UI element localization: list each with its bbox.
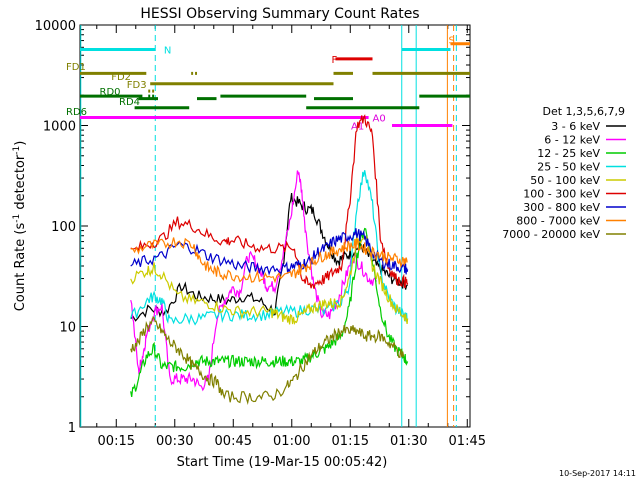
flag-label-rd6: RD6 [66,107,87,118]
y-axis-label-sup2: -1 [12,146,22,155]
legend-label: 800 - 7000 keV [516,215,600,228]
y-tick-label: 1000 [43,120,76,135]
flag-label-a0: A0 [373,114,386,125]
y-tick-label: 10 [59,321,76,336]
legend-label: 7000 - 20000 keV [502,228,600,241]
y-tick-label: 100 [51,220,76,235]
legend-label: 12 - 25 keV [537,147,600,160]
legend-label: 300 - 800 keV [523,201,600,214]
flag-label-s: S [449,35,455,46]
plot-area: 1 10 100 1000 10000 00:15 00:30 00:45 01:00 01:1… [35,19,486,449]
flag-label-rd0: RD0 [100,87,121,98]
flag-label-fd3: FD3 [127,80,147,91]
legend-label: 3 - 6 keV [551,120,600,133]
y-tick-label: 10000 [35,19,76,34]
legend-label: 25 - 50 keV [537,161,600,174]
legend-title: Det 1,3,5,6,7,9 [542,105,625,118]
y-axis-label-sup1: -1 [12,214,22,223]
series-line-4 [130,235,409,325]
x-axis-label: Start Time (19-Mar-15 00:05:42) [177,455,388,470]
x-tick-label: 00:15 [98,434,135,449]
series-line-1 [130,170,377,392]
y-axis-label-main: Count Rate (s [13,223,28,312]
series-line-3 [130,170,409,326]
legend-label: 50 - 100 keV [530,174,600,187]
y-axis-ticks: 1 10 100 1000 10000 [35,19,470,436]
x-tick-label: 01:15 [332,434,369,449]
chart-title: HESSI Observing Summary Count Rates [140,6,419,22]
y-axis-label: Count Rate (s-1 detector-1) [12,141,28,312]
legend-label: 6 - 12 keV [544,134,600,147]
x-tick-label: 00:30 [156,434,193,449]
series-line-2 [130,227,409,398]
x-tick-label: 01:45 [449,434,486,449]
series-line-0 [130,193,409,322]
timestamp: 10-Sep-2017 14:11 [559,469,636,478]
flag-label-n: N [164,46,171,57]
series-line-8 [130,316,405,405]
flag-label-rd4: RD4 [119,97,140,108]
vertical-markers [80,25,457,427]
flag-label-f: F [332,55,338,66]
y-tick-label: 1 [68,421,76,436]
y-axis-label-mid: detector [13,154,28,214]
x-tick-label: 00:45 [215,434,252,449]
series-lines [130,114,409,405]
legend-label: 100 - 300 keV [523,188,600,201]
series-line-5 [130,114,409,289]
flag-label-fd2: FD2 [111,72,131,83]
y-axis-label-end: ) [13,141,28,146]
x-tick-label: 01:00 [273,434,310,449]
flag-label-fd1: FD1 [66,62,86,73]
x-tick-label: 01:30 [390,434,427,449]
series-line-7 [130,237,408,284]
